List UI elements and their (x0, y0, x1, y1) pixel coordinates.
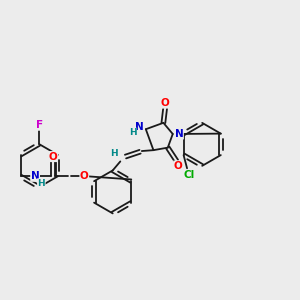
Text: O: O (174, 161, 182, 171)
Text: O: O (49, 152, 58, 162)
Text: Cl: Cl (183, 170, 194, 180)
Text: O: O (80, 171, 89, 181)
Text: H: H (110, 149, 118, 158)
Text: O: O (161, 98, 170, 108)
Text: H: H (38, 179, 45, 188)
Text: F: F (36, 120, 43, 130)
Text: N: N (31, 171, 40, 181)
Text: N: N (135, 122, 144, 133)
Text: H: H (129, 128, 136, 137)
Text: N: N (175, 129, 183, 139)
